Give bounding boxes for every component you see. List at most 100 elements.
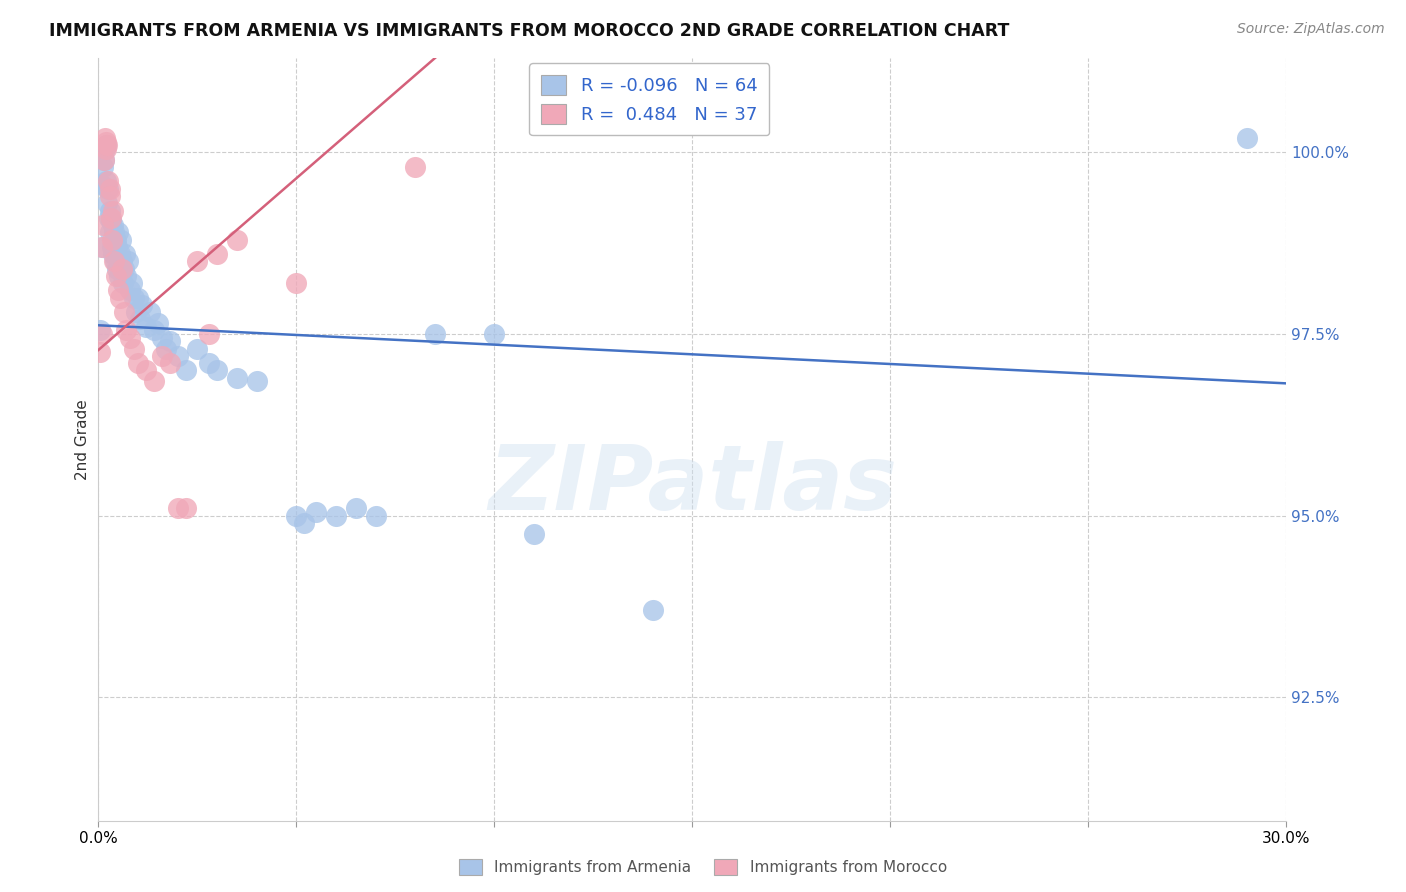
Point <box>166 349 188 363</box>
Point <box>93 153 115 167</box>
Point <box>91 240 114 254</box>
Point <box>98 189 121 203</box>
Point <box>96 138 118 153</box>
Point <box>94 131 117 145</box>
Legend: R = -0.096   N = 64, R =  0.484   N = 37: R = -0.096 N = 64, R = 0.484 N = 37 <box>529 63 769 136</box>
Point <box>305 505 328 519</box>
Point <box>174 363 197 377</box>
Point <box>91 218 114 232</box>
Point <box>285 276 308 290</box>
Point <box>103 225 125 239</box>
Point <box>98 182 121 196</box>
Point <box>117 254 139 268</box>
Point <box>125 305 148 319</box>
Point <box>97 211 120 225</box>
Point <box>101 240 124 254</box>
Point <box>292 516 315 530</box>
Point <box>142 323 165 337</box>
Point <box>131 298 153 312</box>
Point <box>135 363 157 377</box>
Legend: Immigrants from Armenia, Immigrants from Morocco: Immigrants from Armenia, Immigrants from… <box>454 855 952 880</box>
Point <box>93 153 115 167</box>
Point <box>96 142 118 156</box>
Point <box>120 284 142 298</box>
Point <box>159 334 181 349</box>
Point <box>105 268 128 283</box>
Point <box>285 508 308 523</box>
Text: IMMIGRANTS FROM ARMENIA VS IMMIGRANTS FROM MOROCCO 2ND GRADE CORRELATION CHART: IMMIGRANTS FROM ARMENIA VS IMMIGRANTS FR… <box>49 22 1010 40</box>
Point <box>127 356 149 370</box>
Point <box>104 254 127 268</box>
Point <box>98 203 121 218</box>
Point <box>101 233 124 247</box>
Point <box>142 374 165 388</box>
Point <box>122 291 145 305</box>
Point <box>94 142 117 156</box>
Point <box>111 276 134 290</box>
Point <box>121 276 143 290</box>
Point <box>641 603 664 617</box>
Point <box>1236 131 1258 145</box>
Point <box>108 247 131 261</box>
Point <box>103 203 125 218</box>
Point <box>97 174 120 188</box>
Point <box>94 138 117 153</box>
Point <box>207 247 229 261</box>
Point <box>111 254 134 268</box>
Point <box>155 342 177 356</box>
Point <box>89 323 111 337</box>
Point <box>96 196 118 211</box>
Point <box>484 326 506 341</box>
Y-axis label: 2nd Grade: 2nd Grade <box>75 399 90 480</box>
Point <box>404 160 426 174</box>
Point <box>91 160 114 174</box>
Point <box>364 508 387 523</box>
Point <box>103 254 125 268</box>
Point <box>166 501 188 516</box>
Point <box>135 319 157 334</box>
Point <box>112 305 135 319</box>
Point <box>97 182 120 196</box>
Point <box>207 363 229 377</box>
Point <box>101 218 124 232</box>
Point <box>96 174 118 188</box>
Point <box>100 214 122 228</box>
Point <box>150 349 173 363</box>
Point <box>226 233 249 247</box>
Point <box>110 233 132 247</box>
Point <box>174 501 197 516</box>
Point <box>104 233 127 247</box>
Point <box>100 211 122 225</box>
Point <box>98 225 121 239</box>
Point <box>107 225 129 239</box>
Point <box>186 342 208 356</box>
Point <box>103 247 125 261</box>
Point <box>105 261 128 276</box>
Point <box>120 330 142 344</box>
Point <box>226 370 249 384</box>
Point <box>107 240 129 254</box>
Text: Source: ZipAtlas.com: Source: ZipAtlas.com <box>1237 22 1385 37</box>
Point <box>344 501 367 516</box>
Point <box>108 268 131 283</box>
Point <box>115 268 138 283</box>
Point <box>114 247 136 261</box>
Point <box>90 326 112 341</box>
Point <box>91 240 114 254</box>
Point <box>139 305 162 319</box>
Point <box>122 342 145 356</box>
Point <box>115 323 138 337</box>
Text: ZIPatlas: ZIPatlas <box>488 441 897 529</box>
Point <box>112 261 135 276</box>
Point <box>198 326 221 341</box>
Point <box>94 135 117 149</box>
Point <box>108 291 131 305</box>
Point <box>150 330 173 344</box>
Point <box>107 284 129 298</box>
Point <box>186 254 208 268</box>
Point <box>111 261 134 276</box>
Point <box>90 178 112 193</box>
Point <box>198 356 221 370</box>
Point <box>523 526 546 541</box>
Point <box>325 508 347 523</box>
